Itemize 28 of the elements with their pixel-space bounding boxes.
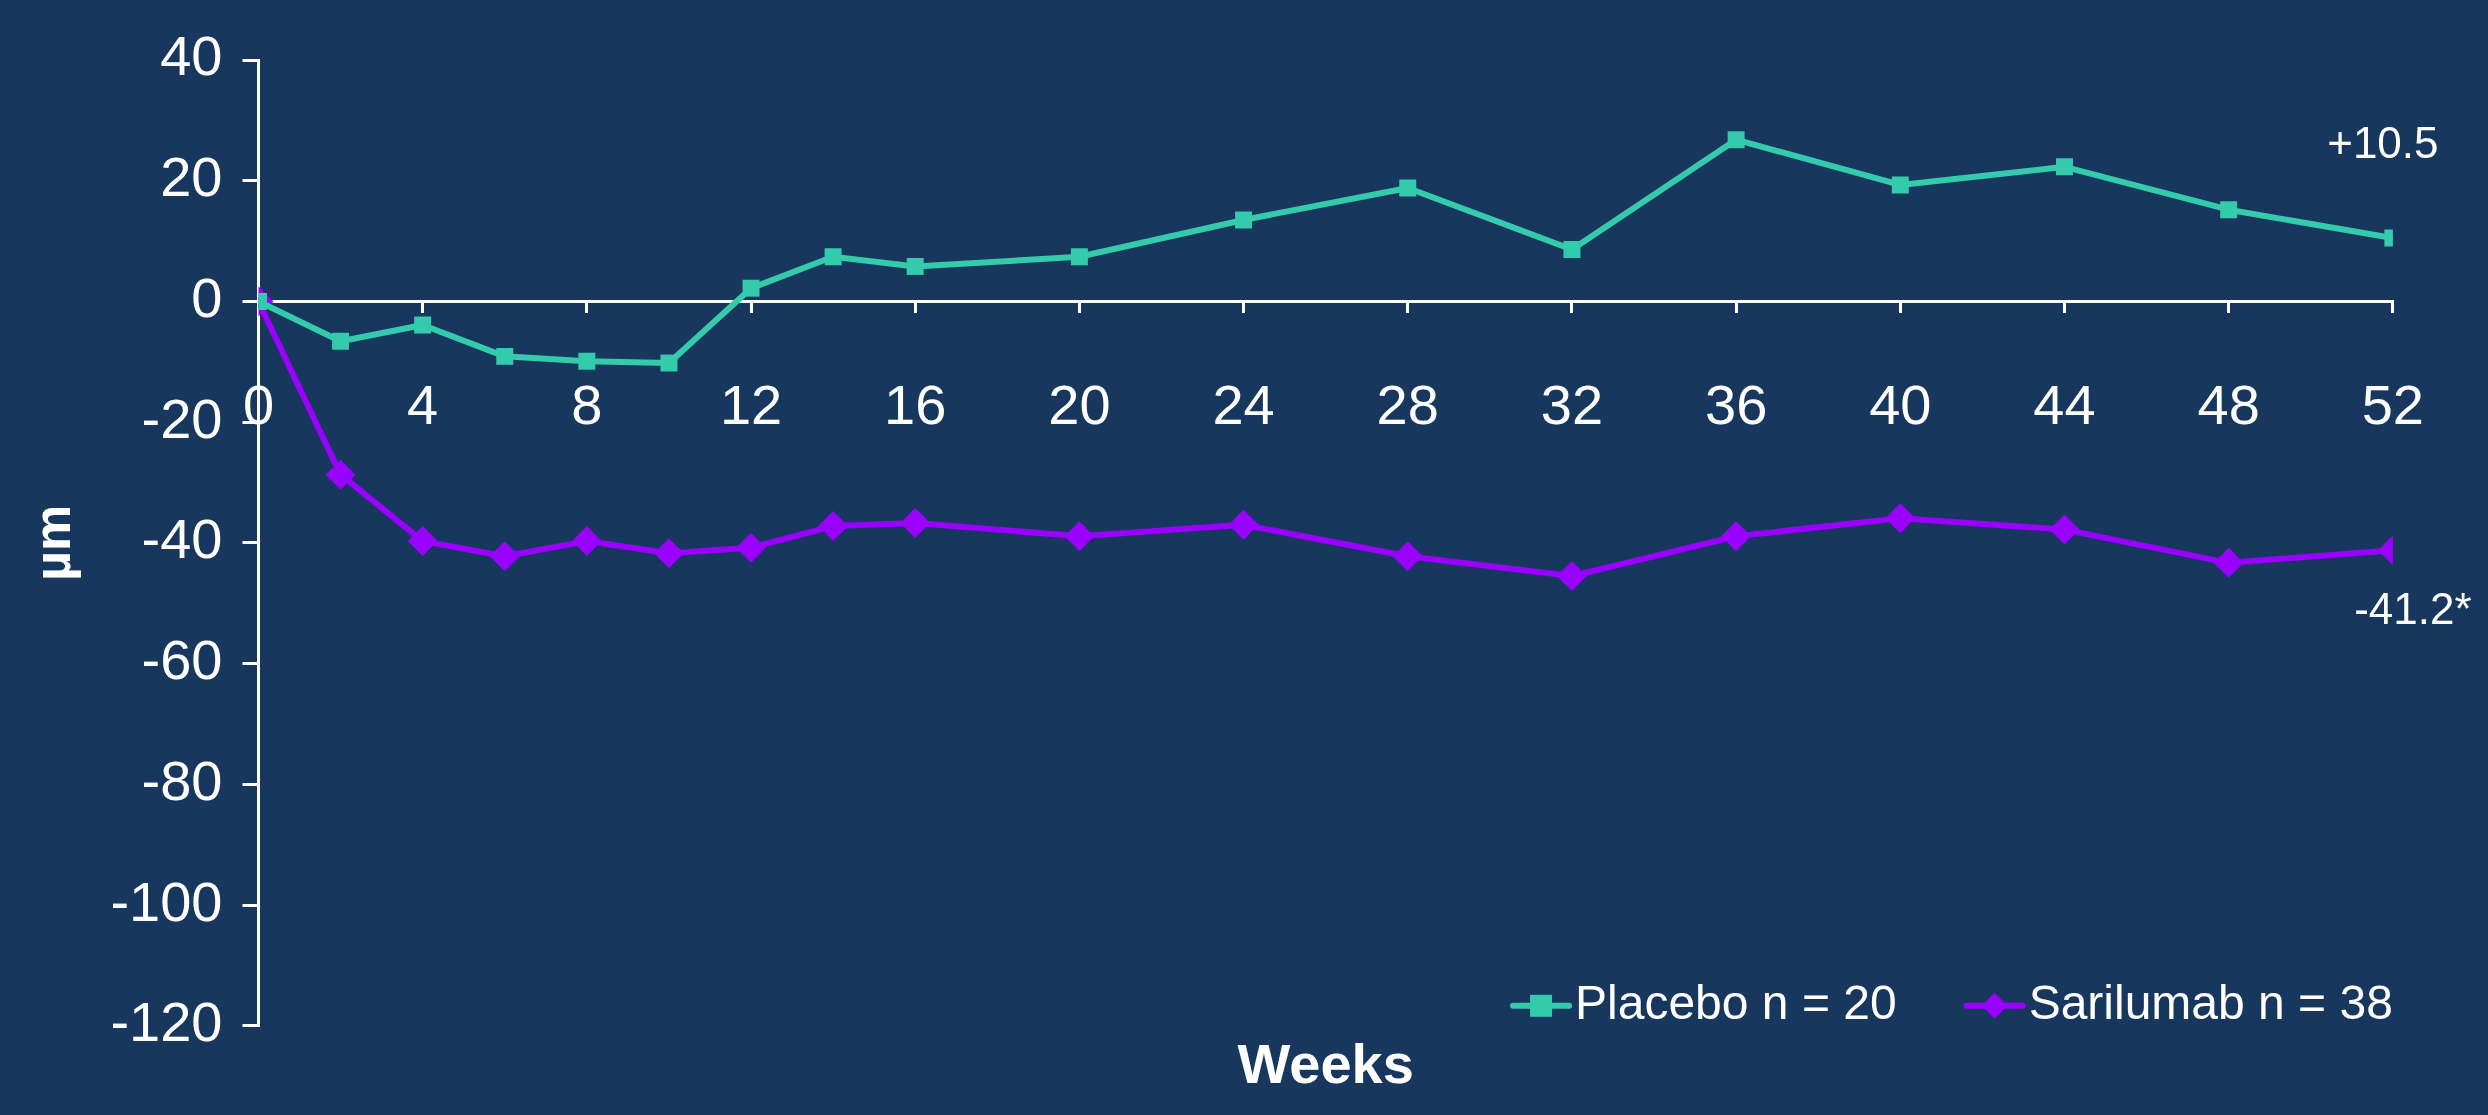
y-tick-label: 20: [160, 145, 223, 209]
x-tick-label: 32: [1540, 373, 1604, 437]
x-tick-label: 8: [571, 373, 603, 437]
legend-label: Placebo n = 20: [1575, 976, 1897, 1030]
x-axis-title: Weeks: [1237, 1031, 1414, 1095]
y-tick-label: -80: [141, 748, 223, 812]
x-tick-label: 4: [407, 373, 439, 437]
x-tick-label: 44: [2033, 373, 2096, 437]
y-tick-label: 40: [160, 24, 223, 88]
y-tick-label: -60: [141, 628, 223, 692]
legend-label: Sarilumab n = 38: [2028, 976, 2393, 1030]
x-tick-label: 20: [1048, 373, 1111, 437]
y-tick-label: -20: [141, 386, 223, 450]
x-tick-label: 48: [2197, 373, 2260, 437]
y-tick-label: 0: [191, 265, 223, 329]
x-tick-label: 12: [719, 373, 783, 437]
y-tick-label: -100: [110, 869, 223, 933]
x-tick-label: 36: [1704, 373, 1768, 437]
annotation: -41.2*: [2354, 584, 2472, 634]
x-tick-label: 40: [1869, 373, 1932, 437]
x-tick-label: 28: [1376, 373, 1439, 437]
annotation: +10.5: [2327, 118, 2439, 168]
x-tick-label: 24: [1212, 373, 1275, 437]
y-tick-label: -120: [110, 990, 223, 1054]
x-tick-label: 52: [2361, 373, 2424, 437]
y-axis-title: µm: [22, 504, 81, 581]
y-tick-label: -40: [141, 507, 223, 571]
x-tick-label: 16: [884, 373, 947, 437]
